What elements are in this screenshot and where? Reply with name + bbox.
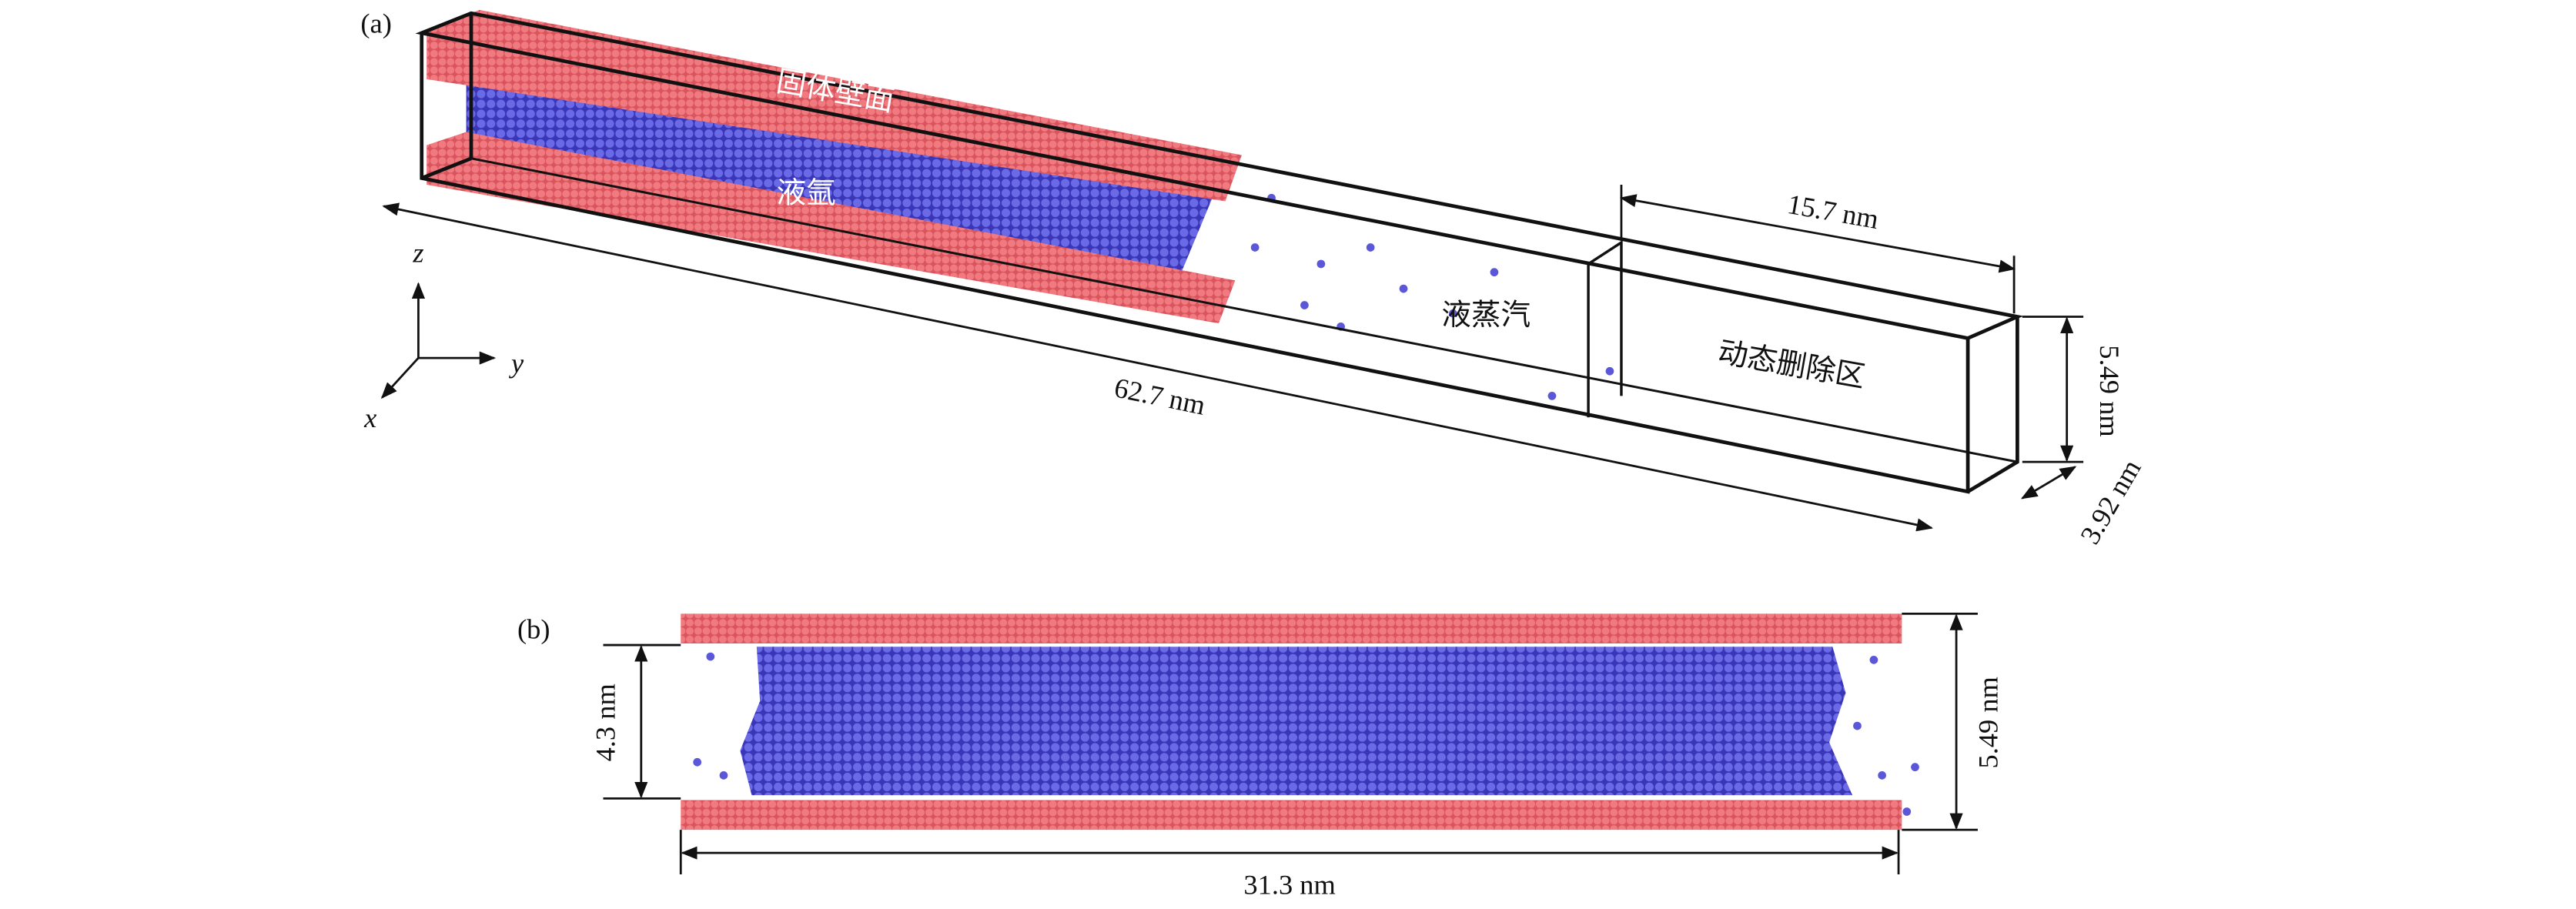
deletion-zone-label: 动态删除区 [1715, 335, 1868, 395]
vapor-label: 液蒸汽 [1441, 298, 1531, 333]
length-label: 31.3 nm [1243, 869, 1335, 900]
vapor-atoms [1250, 193, 1614, 400]
edge-atoms [693, 652, 1919, 816]
liquid-argon [740, 647, 1853, 796]
panel-b: (b) 4.3 nm 5.49 nm 31.3 nm [517, 612, 2003, 900]
gap-label: 4.3 nm [590, 683, 621, 761]
z-label: z [412, 238, 423, 269]
x-axis [380, 357, 420, 399]
width-dimension [2020, 466, 2077, 500]
zone-length-label: 15.7 nm [1785, 189, 1882, 235]
box-back-edge [470, 157, 2018, 463]
bottom-wall [681, 800, 1902, 830]
x-label: x [363, 403, 376, 433]
y-label: y [508, 348, 524, 379]
liquid-label: 液氩 [777, 175, 836, 210]
axes-triad: z y x [363, 238, 524, 433]
panel-a: (a) 固体壁面 液氩 液蒸汽 动态删除区 62.7 nm 15.7 nm 5.… [360, 8, 2146, 550]
length-dimension [382, 202, 1934, 532]
top-wall [681, 613, 1902, 643]
height-label: 5.49 nm [1972, 677, 2003, 768]
zone-dimension [1619, 194, 2016, 273]
length-label: 62.7 nm [1112, 372, 1208, 420]
height-label: 5.49 nm [2094, 345, 2125, 436]
panel-label: (b) [517, 613, 550, 644]
width-label: 3.92 nm [2074, 454, 2146, 549]
panel-label: (a) [360, 8, 391, 39]
